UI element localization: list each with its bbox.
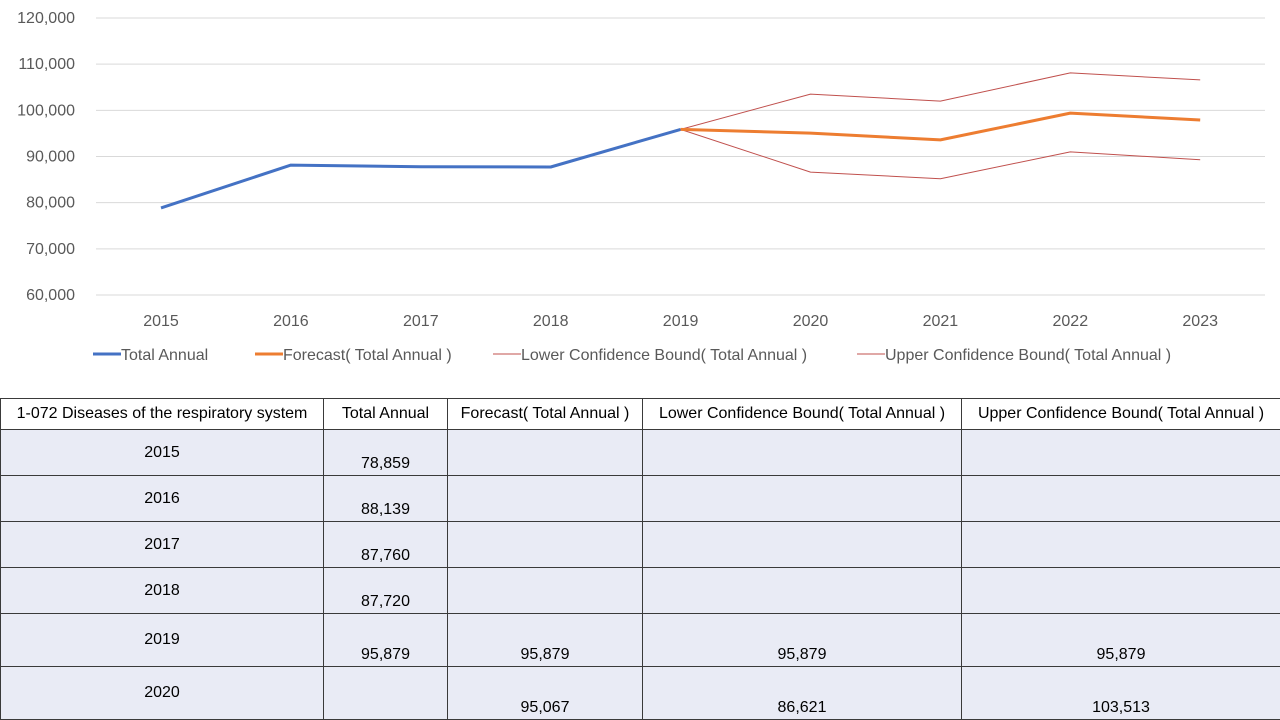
x-tick-label: 2015 xyxy=(143,313,179,330)
cell-total-annual: 95,879 xyxy=(323,613,448,667)
series-line-0 xyxy=(160,127,682,210)
cell-upper-bound xyxy=(961,475,1280,522)
legend-label: Lower Confidence Bound( Total Annual ) xyxy=(521,347,807,364)
x-tick-label: 2016 xyxy=(273,313,309,330)
cell-upper-bound: 103,513 xyxy=(961,666,1280,720)
table-row: 2019 95,879 95,879 95,879 95,879 xyxy=(0,613,1280,667)
header-upper-bound: Upper Confidence Bound( Total Annual ) xyxy=(961,398,1280,430)
cell-lower-bound xyxy=(642,521,962,568)
y-tick-label: 90,000 xyxy=(26,149,75,166)
header-total-annual: Total Annual xyxy=(323,398,448,430)
x-tick-label: 2017 xyxy=(403,313,439,330)
y-tick-label: 120,000 xyxy=(17,10,75,27)
series-line-1 xyxy=(680,111,1201,142)
x-tick-label: 2020 xyxy=(793,313,829,330)
table-row: 2020 95,067 86,621 103,513 xyxy=(0,666,1280,720)
cell-forecast: 95,879 xyxy=(447,613,643,667)
cell-lower-bound xyxy=(642,567,962,614)
cell-forecast xyxy=(447,475,643,522)
cell-total-annual xyxy=(323,666,448,720)
y-tick-label: 100,000 xyxy=(17,102,75,119)
cell-upper-bound xyxy=(961,567,1280,614)
x-tick-label: 2022 xyxy=(1053,313,1089,330)
cell-forecast xyxy=(447,567,643,614)
series-line-3 xyxy=(680,72,1201,130)
cell-total-annual: 88,139 xyxy=(323,475,448,522)
row-year: 2018 xyxy=(0,567,324,614)
y-tick-label: 70,000 xyxy=(26,241,75,258)
forecast-data-table: 1-072 Diseases of the respiratory system… xyxy=(0,398,1280,720)
header-forecast: Forecast( Total Annual ) xyxy=(447,398,643,430)
cell-lower-bound xyxy=(642,475,962,522)
cell-forecast: 95,067 xyxy=(447,666,643,720)
x-tick-label: 2023 xyxy=(1182,313,1218,330)
x-tick-label: 2018 xyxy=(533,313,569,330)
cell-lower-bound xyxy=(642,429,962,476)
cell-upper-bound: 95,879 xyxy=(961,613,1280,667)
table-row: 2017 87,760 xyxy=(0,521,1280,568)
series-line-2 xyxy=(680,128,1201,180)
legend-label: Forecast( Total Annual ) xyxy=(283,347,452,364)
cell-total-annual: 87,760 xyxy=(323,521,448,568)
table-row: 2015 78,859 xyxy=(0,429,1280,476)
cell-upper-bound xyxy=(961,521,1280,568)
row-year: 2016 xyxy=(0,475,324,522)
cell-lower-bound: 95,879 xyxy=(642,613,962,667)
cell-forecast xyxy=(447,521,643,568)
forecast-chart: 60,000 70,000 80,000 90,000 100,000 110,000 12… xyxy=(17,10,1265,364)
chart-svg: 60,000 70,000 80,000 90,000 100,000 110,000 12… xyxy=(17,10,1265,364)
cell-lower-bound: 86,621 xyxy=(642,666,962,720)
y-tick-label: 60,000 xyxy=(26,287,75,304)
row-year: 2017 xyxy=(0,521,324,568)
table-header-row: 1-072 Diseases of the respiratory system… xyxy=(0,398,1280,430)
legend-label: Upper Confidence Bound( Total Annual ) xyxy=(885,347,1171,364)
x-tick-label: 2019 xyxy=(663,313,699,330)
y-tick-label: 110,000 xyxy=(18,56,75,73)
y-tick-label: 80,000 xyxy=(26,195,75,212)
cell-upper-bound xyxy=(961,429,1280,476)
cell-total-annual: 78,859 xyxy=(323,429,448,476)
header-category: 1-072 Diseases of the respiratory system xyxy=(0,398,324,430)
table-row: 2018 87,720 xyxy=(0,567,1280,614)
row-year: 2015 xyxy=(0,429,324,476)
header-lower-bound: Lower Confidence Bound( Total Annual ) xyxy=(642,398,962,430)
row-year: 2020 xyxy=(0,666,324,720)
legend-label: Total Annual xyxy=(121,347,208,364)
row-year: 2019 xyxy=(0,613,324,667)
x-tick-label: 2021 xyxy=(923,313,959,330)
table-row: 2016 88,139 xyxy=(0,475,1280,522)
cell-total-annual: 87,720 xyxy=(323,567,448,614)
cell-forecast xyxy=(447,429,643,476)
